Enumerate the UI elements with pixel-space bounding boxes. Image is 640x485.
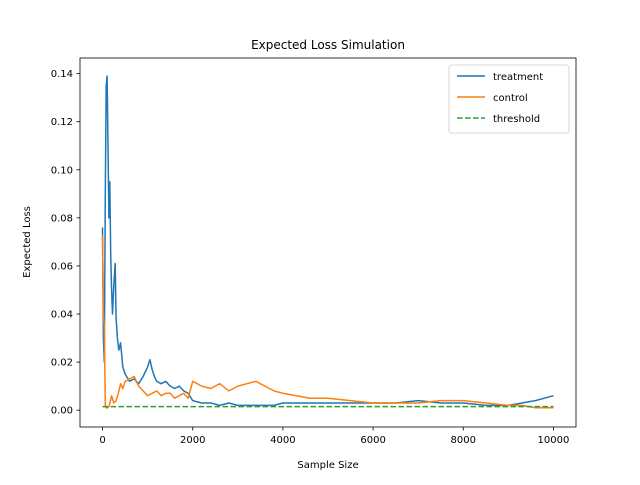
x-tick-label: 4000 xyxy=(270,435,295,446)
x-tick-label: 8000 xyxy=(451,435,476,446)
legend-label-2: threshold xyxy=(493,114,540,125)
y-tick-label: 0.10 xyxy=(51,165,73,176)
y-tick-label: 0.14 xyxy=(51,69,73,80)
y-tick-label: 0.02 xyxy=(51,358,73,369)
y-tick-label: 0.12 xyxy=(51,117,73,128)
series-line-1 xyxy=(101,234,554,409)
y-tick-label: 0.08 xyxy=(51,213,73,224)
chart-title: Expected Loss Simulation xyxy=(251,38,405,52)
x-axis-label: Sample Size xyxy=(297,460,358,471)
y-tick-label: 0.04 xyxy=(51,310,73,321)
legend-label-1: control xyxy=(493,93,528,104)
axes: 0 2000 4000 6000 8000 10000 0.00 0.02 0.04 0.06 0.… xyxy=(51,57,577,446)
legend-label-0: treatment xyxy=(493,72,543,83)
plot-area xyxy=(101,75,554,409)
x-tick-label: 6000 xyxy=(360,435,385,446)
legend-box xyxy=(448,64,570,134)
y-tick-label: 0.06 xyxy=(51,261,73,272)
legend: treatment control threshold xyxy=(448,64,570,134)
x-tick-label: 2000 xyxy=(180,435,205,446)
x-tick-label: 0 xyxy=(99,435,105,446)
y-axis-label: Expected Loss xyxy=(22,206,33,278)
x-tick-label: 10000 xyxy=(538,435,570,446)
axes-frame xyxy=(79,57,577,428)
y-tick-label: 0.00 xyxy=(51,406,73,417)
